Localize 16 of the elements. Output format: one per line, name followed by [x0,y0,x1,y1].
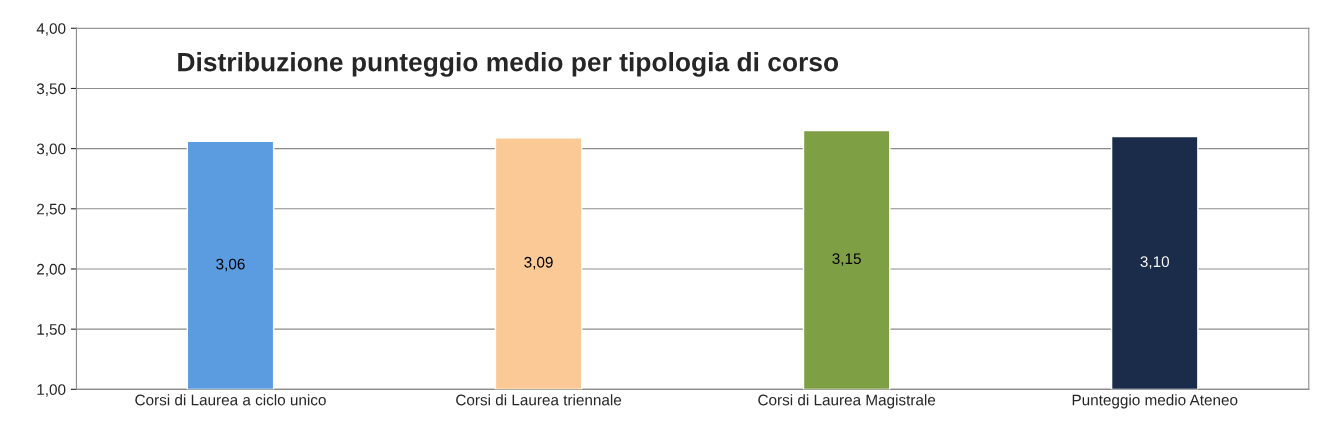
x-tick-label: Corsi di Laurea triennale [456,394,622,406]
x-tick-label: Corsi di Laurea a ciclo unico [135,394,326,406]
x-tick-label: Corsi di Laurea Magistrale [758,394,936,409]
data-label: 3,15 [832,253,861,266]
text: Distribuzione punteggio medio per tipologia di corso [178,52,839,77]
y-tick-label: 3,00 [36,143,66,157]
y-tick-label: 2,50 [37,203,66,217]
y-tick-label: 1,50 [37,324,66,337]
y-tick-label: 4,00 [36,23,66,36]
y-tick-label: 2,00 [37,263,66,277]
data-label: 3,09 [524,256,553,270]
data-label: 3,10 [1140,256,1169,269]
y-tick-label: 1,00 [37,384,66,397]
y-tick-label: 3,50 [36,83,66,96]
x-tick-label: Punteggio medio Ateneo [1072,394,1238,409]
data-label: 3,06 [216,258,245,272]
